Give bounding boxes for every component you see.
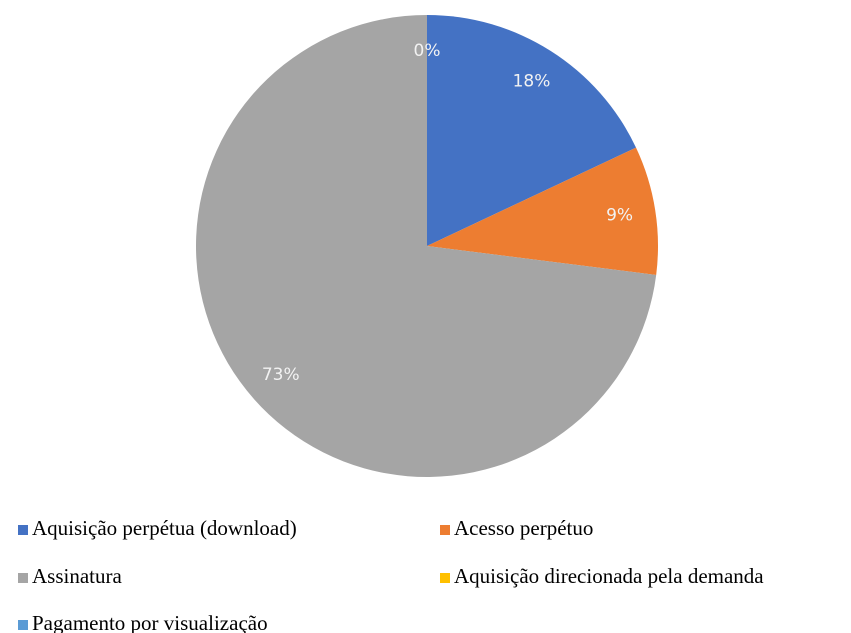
legend-label: Assinatura <box>32 564 122 588</box>
legend-swatch <box>18 620 28 630</box>
legend-swatch <box>440 573 450 583</box>
pie-slice <box>427 15 637 246</box>
legend-swatch <box>440 525 450 535</box>
pie-slice <box>196 15 657 478</box>
legend-swatch <box>18 573 28 583</box>
data-label: 0% <box>414 41 441 61</box>
pie-slice <box>427 147 658 275</box>
data-label: 18% <box>513 71 551 91</box>
legend-label: Aquisição perpétua (download) <box>32 516 297 540</box>
legend-swatch <box>18 525 28 535</box>
legend-label: Pagamento por visualização <box>32 611 268 633</box>
data-label: 73% <box>262 365 300 385</box>
data-label: 9% <box>606 205 633 225</box>
legend-label: Aquisição direcionada pela demanda <box>454 564 764 588</box>
legend-label: Acesso perpétuo <box>454 516 593 540</box>
